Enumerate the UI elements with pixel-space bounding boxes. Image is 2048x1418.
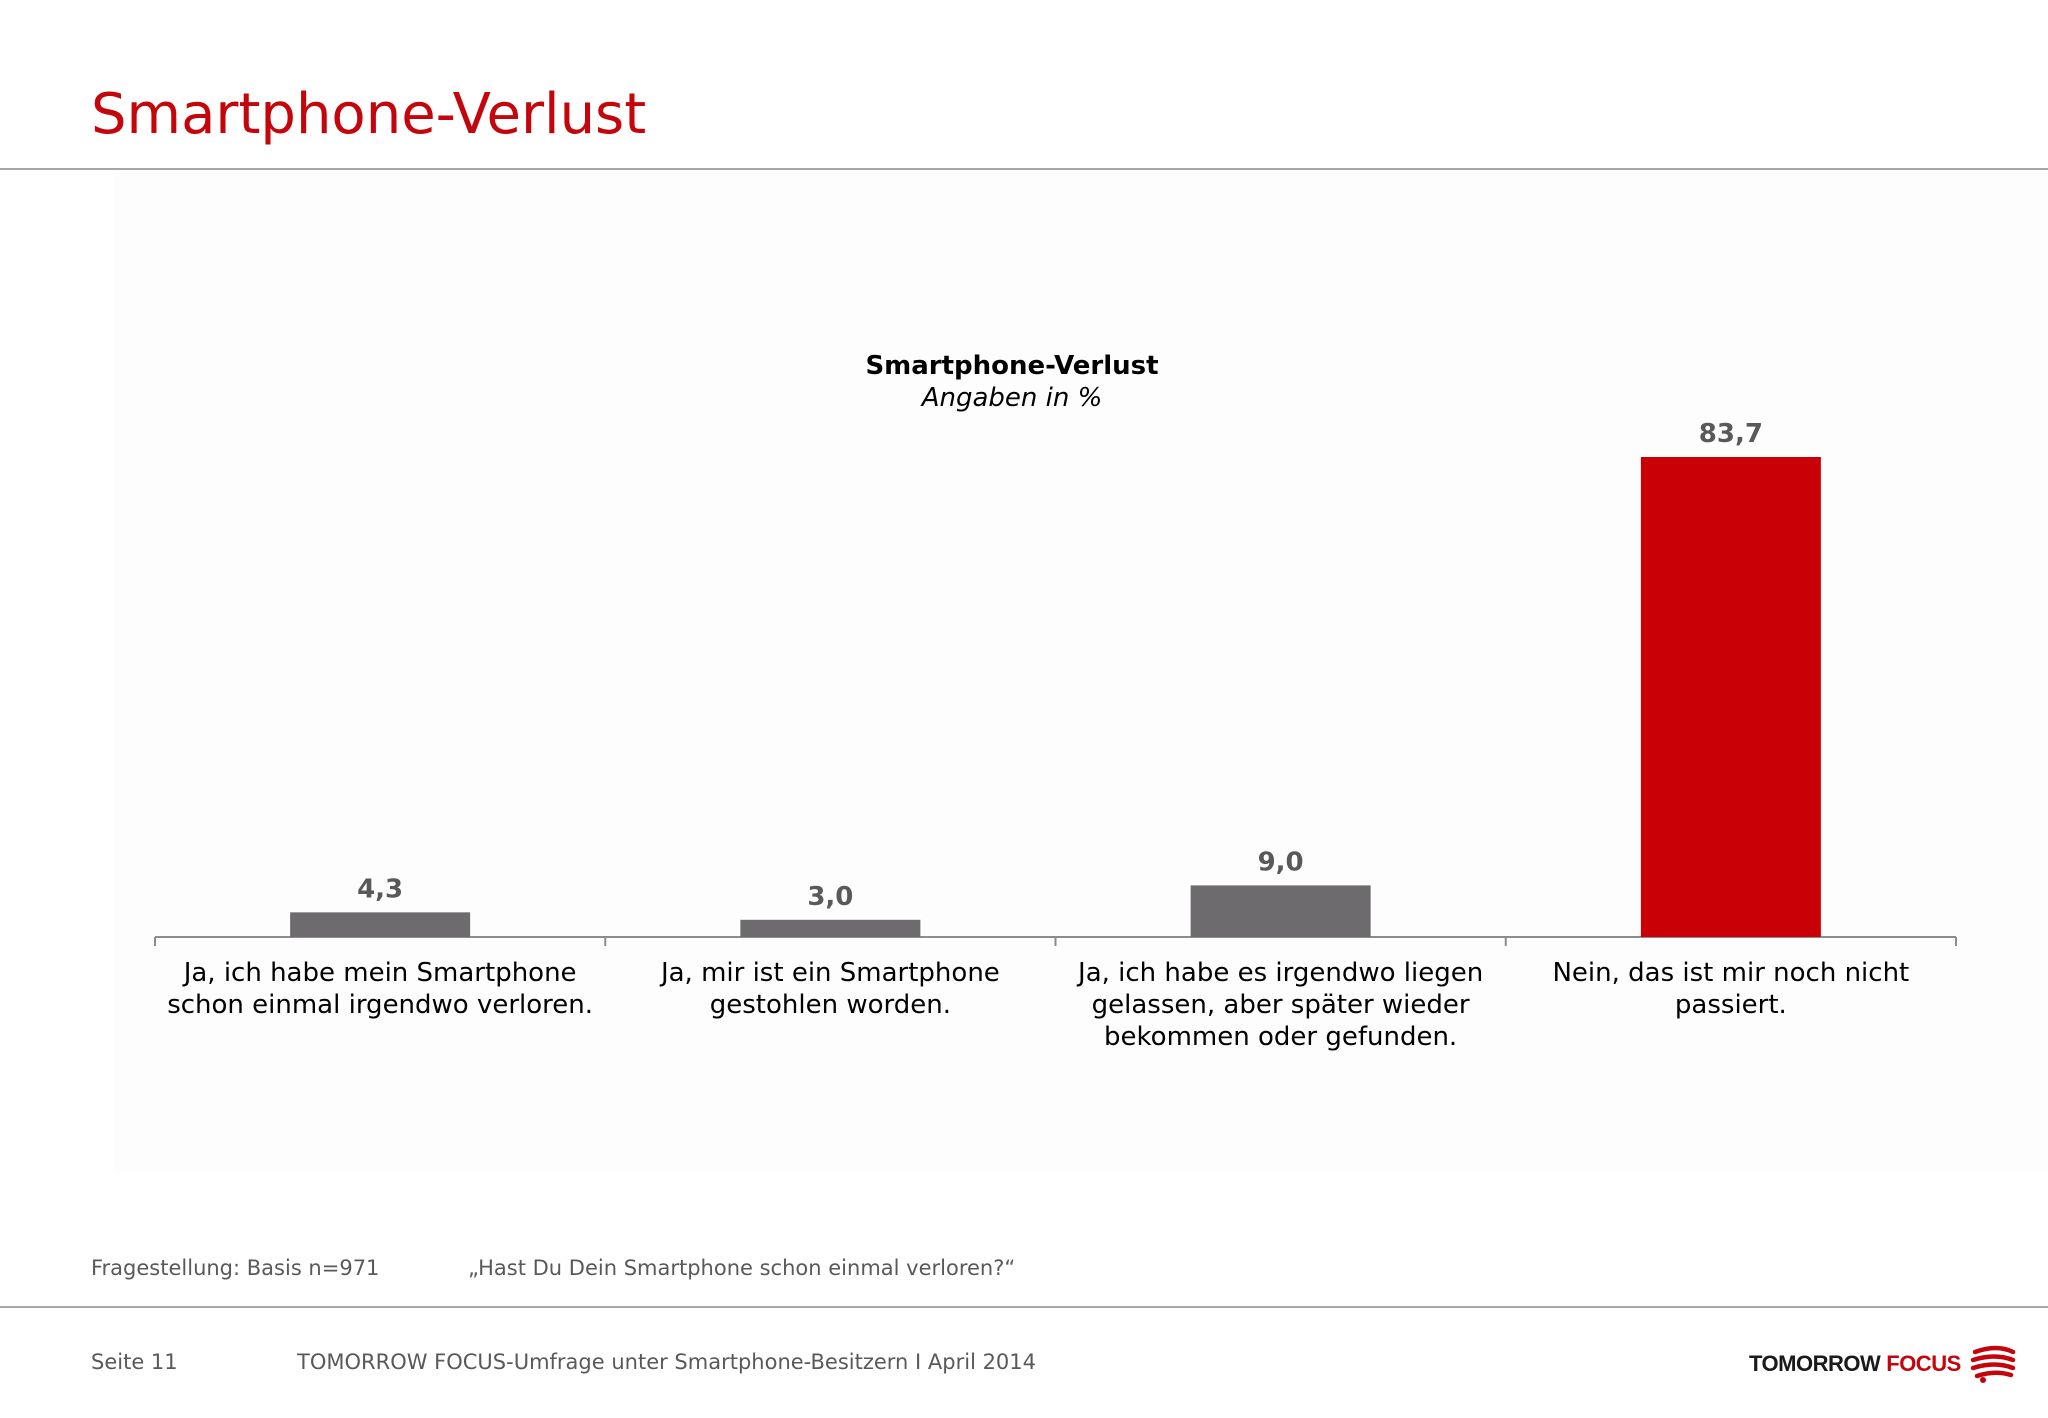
data-label-1: 4,3 xyxy=(357,874,403,904)
category-label-line: Ja, ich habe es irgendwo liegen xyxy=(1076,958,1483,988)
bar-1 xyxy=(290,912,471,937)
category-label-2: Ja, mir ist ein Smartphone gestohlen word… xyxy=(659,958,1000,1020)
category-label-line: Nein, das ist mir noch nicht xyxy=(1552,958,1909,988)
category-label-1: Ja, ich habe mein Smartphone schon einmal… xyxy=(167,958,593,1020)
category-label-line: Ja, mir ist ein Smartphone xyxy=(659,958,1000,988)
page-number: Seite 11 xyxy=(91,1350,178,1374)
footnote-basis: Fragestellung: Basis n=971 xyxy=(91,1256,380,1280)
title-divider xyxy=(0,168,2048,170)
category-label-line: gestohlen worden. xyxy=(710,990,951,1020)
category-label-line: gelassen, aber später wieder xyxy=(1092,990,1470,1020)
tomorrow-focus-swirl-icon xyxy=(1970,1345,2015,1383)
category-label-line: bekommen oder gefunden. xyxy=(1104,1022,1457,1052)
category-label-line: Ja, ich habe mein Smartphone xyxy=(182,958,577,988)
data-label-3: 9,0 xyxy=(1258,847,1304,877)
footer-source: TOMORROW FOCUS-Umfrage unter Smartphone-… xyxy=(297,1350,1037,1374)
bar-4 xyxy=(1640,457,1821,937)
bar-2 xyxy=(740,919,921,937)
category-label-4: Nein, das ist mir noch nicht passiert. xyxy=(1552,958,1909,1020)
chart-title: Smartphone-Verlust xyxy=(865,351,1158,381)
slide-title: Smartphone-Verlust xyxy=(91,82,647,147)
data-label-2: 3,0 xyxy=(807,882,853,912)
logo-word-focus: FOCUS xyxy=(1886,1351,1961,1376)
category-label-3: Ja, ich habe es irgendwo liegen gelassen,… xyxy=(1076,958,1483,1052)
data-label-4: 83,7 xyxy=(1699,419,1763,449)
category-label-line: schon einmal irgendwo verloren. xyxy=(167,990,593,1020)
category-label-line: passiert. xyxy=(1675,990,1787,1020)
chart-subtitle: Angaben in % xyxy=(920,383,1103,413)
company-logo: TOMORROW FOCUS xyxy=(1749,1344,2017,1384)
footnote-question: „Hast Du Dein Smartphone schon einmal ve… xyxy=(468,1256,1016,1280)
footer-divider xyxy=(0,1306,2048,1308)
bar-3 xyxy=(1190,885,1371,937)
logo-word-tomorrow: TOMORROW xyxy=(1749,1351,1881,1376)
